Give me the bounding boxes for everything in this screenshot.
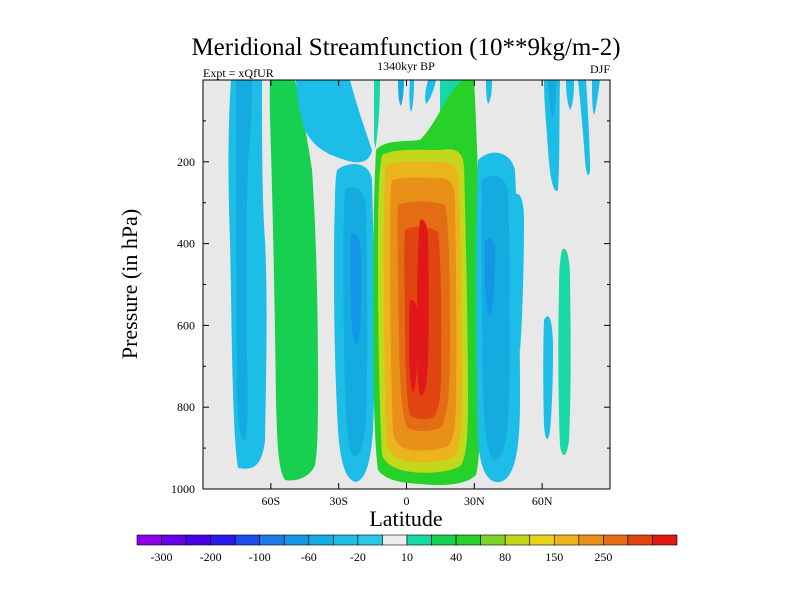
region-north-upper-e bbox=[592, 80, 600, 115]
region-high-lat-south-core bbox=[236, 80, 252, 440]
colorbar-label: -300 bbox=[151, 550, 173, 564]
region-upper-eq-2 bbox=[409, 80, 414, 112]
region-north-upper-b bbox=[548, 80, 556, 118]
colorbar-swatch bbox=[234, 534, 261, 546]
region-upper-eq-1 bbox=[398, 80, 404, 106]
y-tick-label: 600 bbox=[177, 318, 195, 332]
region-hadley-cell-l1 bbox=[374, 80, 380, 148]
x-axis: 60S 30S 0 30N 60N bbox=[261, 80, 553, 508]
x-tick-label: 60N bbox=[532, 494, 553, 508]
contour-fills bbox=[228, 80, 600, 486]
colorbar-swatch bbox=[382, 534, 408, 546]
y-axis-title: Pressure (in hPa) bbox=[117, 209, 142, 359]
colorbar-swatch bbox=[210, 534, 236, 546]
region-north-negative-upper bbox=[486, 80, 492, 104]
x-axis-title: Latitude bbox=[369, 506, 442, 531]
colorbar-swatch bbox=[185, 534, 211, 546]
colorbar-swatch bbox=[652, 534, 678, 546]
chart-title: Meridional Streamfunction (10**9kg/m-2) bbox=[191, 34, 620, 61]
x-tick-label: 0 bbox=[404, 494, 410, 508]
region-north-high-lat-positive bbox=[558, 248, 571, 456]
colorbar-swatch bbox=[504, 534, 531, 546]
colorbar-swatch bbox=[455, 534, 481, 546]
colorbar-swatch bbox=[627, 534, 653, 546]
colorbar-swatch bbox=[259, 534, 285, 546]
y-tick-label: 200 bbox=[177, 155, 195, 169]
region-north-upper-a bbox=[544, 80, 560, 191]
region-hadley-core-b bbox=[409, 299, 418, 393]
period-label: 1340kyr BP bbox=[377, 59, 435, 73]
x-tick-label: 30N bbox=[464, 494, 485, 508]
colorbar-label: 80 bbox=[499, 550, 511, 564]
y-tick-label: 400 bbox=[177, 237, 195, 251]
colorbar-swatch bbox=[333, 534, 359, 546]
region-north-negative-mid bbox=[481, 176, 510, 460]
x-tick-label: 30S bbox=[329, 494, 348, 508]
region-ferrel-south-cell bbox=[269, 80, 318, 481]
season-label: DJF bbox=[590, 62, 610, 76]
colorbar-label: -100 bbox=[249, 550, 271, 564]
x-tick-label: 60S bbox=[261, 494, 280, 508]
colorbar-swatch bbox=[161, 534, 187, 546]
colorbar-label: 250 bbox=[594, 550, 612, 564]
region-north-negative-core bbox=[485, 238, 495, 316]
y-tick-label: 1000 bbox=[171, 482, 195, 496]
colorbar-swatch bbox=[480, 534, 506, 546]
experiment-label: Expt = xQfUR bbox=[203, 66, 274, 80]
colorbar-label: 40 bbox=[450, 550, 462, 564]
colorbar-label: -20 bbox=[350, 550, 366, 564]
region-north-negative-side bbox=[514, 193, 524, 350]
colorbar-label: 10 bbox=[401, 550, 413, 564]
colorbar-swatch bbox=[529, 534, 555, 546]
colorbar-swatch bbox=[308, 534, 334, 546]
region-hadley-cell-core bbox=[417, 219, 429, 396]
colorbar-swatch bbox=[406, 534, 432, 546]
colorbar-swatch bbox=[431, 534, 457, 546]
colorbar-swatch bbox=[136, 534, 162, 546]
colorbar-label: 150 bbox=[545, 550, 563, 564]
colorbar: -300 -200 -100 -60 -20 10 40 80 150 250 bbox=[136, 534, 678, 564]
region-north-high-lat-negative bbox=[543, 316, 553, 440]
region-south-negative-core bbox=[350, 233, 362, 346]
region-north-upper-d bbox=[578, 80, 590, 176]
colorbar-label: -200 bbox=[200, 550, 222, 564]
y-axis: 200 400 600 800 1000 bbox=[171, 120, 610, 496]
colorbar-swatch bbox=[603, 534, 629, 546]
colorbar-swatch bbox=[357, 534, 383, 546]
y-tick-label: 800 bbox=[177, 400, 195, 414]
colorbar-swatch bbox=[283, 534, 310, 546]
region-north-upper-c bbox=[566, 80, 574, 110]
colorbar-swatch bbox=[553, 534, 580, 546]
colorbar-swatch bbox=[578, 534, 604, 546]
region-upper-eq-3 bbox=[425, 80, 436, 104]
colorbar-label: -60 bbox=[301, 550, 317, 564]
region-south-negative-upper bbox=[296, 80, 372, 163]
